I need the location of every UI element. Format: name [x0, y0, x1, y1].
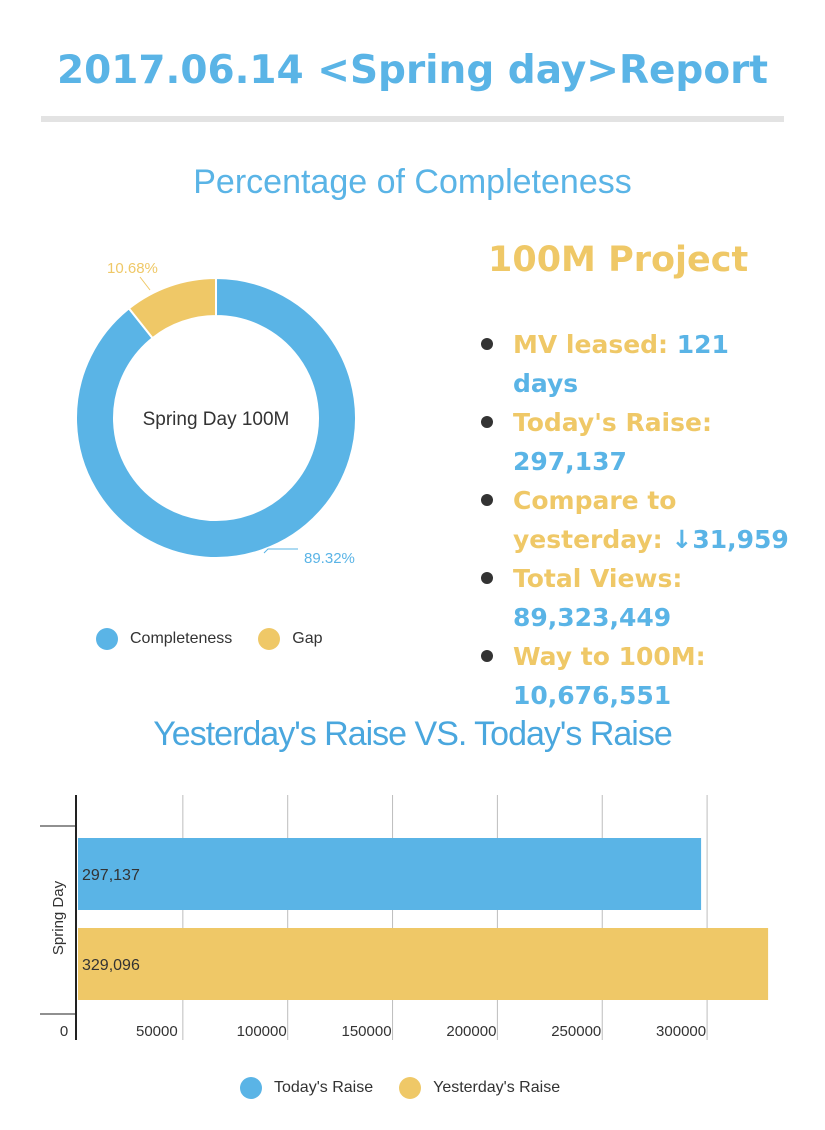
stat-way-to-100m: Way to 100M: 10,676,551 [478, 637, 798, 715]
legend-label-completeness: Completeness [130, 630, 233, 647]
title-divider [41, 116, 784, 122]
donut-label-gap: 10.68% [107, 260, 158, 277]
legend-item-gap: Gap [258, 628, 323, 650]
bullet-icon [481, 416, 493, 428]
bar-yesterdays-raise [78, 928, 769, 1000]
stat-value: 10,676,551 [513, 681, 672, 710]
stat-label: Total Views: [513, 564, 683, 593]
stat-compare-yesterday: Compare to yesterday: ↓31,959 [478, 481, 798, 559]
bullet-icon [481, 572, 493, 584]
legend-label-todays-raise: Today's Raise [274, 1079, 374, 1096]
x-tick-label: 300000 [656, 1023, 706, 1040]
x-tick-label: 50000 [136, 1023, 178, 1040]
leader-line-gap [139, 276, 151, 291]
legend-swatch-gap [258, 628, 281, 650]
bar-data-label: 297,137 [82, 867, 140, 884]
legend-swatch-yesterdays-raise [399, 1077, 422, 1099]
bullet-icon [481, 338, 493, 350]
x-tick-label: 0 [60, 1023, 68, 1040]
bar-data-label: 329,096 [82, 957, 140, 974]
stat-label: MV leased: [513, 330, 677, 359]
legend-swatch-todays-raise [240, 1077, 262, 1099]
report-title: 2017.06.14 <Spring day>Report [56, 48, 769, 93]
x-tick-label: 250000 [551, 1023, 601, 1040]
stat-value: ↓31,959 [671, 525, 789, 554]
x-tick-label: 100000 [237, 1023, 287, 1040]
bullet-icon [481, 494, 493, 506]
bar-chart-title: Yesterday's Raise VS. Today's Raise [153, 715, 673, 753]
donut-center-label: Spring Day 100M [143, 409, 290, 430]
stat-label: Today's Raise: [513, 408, 712, 437]
stat-value: 89,323,449 [513, 603, 672, 632]
stat-label: Way to 100M: [513, 642, 706, 671]
stat-total-views: Total Views: 89,323,449 [478, 559, 798, 637]
stat-todays-raise: Today's Raise: 297,137 [478, 403, 798, 481]
legend-item-completeness: Completeness [96, 628, 232, 650]
category-label: Spring Day [50, 880, 67, 955]
donut-slice-completeness [75, 276, 357, 559]
legend-item-yesterdays-raise: Yesterday's Raise [399, 1077, 560, 1099]
donut-label-completeness: 89.32% [304, 550, 355, 567]
bar-legend: Today's Raise Yesterday's Raise [240, 1077, 586, 1099]
donut-chart-title: Percentage of Completeness [193, 163, 632, 201]
legend-label-gap: Gap [292, 630, 323, 647]
project-stats-list: MV leased: 121 days Today's Raise: 297,1… [478, 325, 798, 715]
x-tick-label: 150000 [342, 1023, 392, 1040]
stat-value: 121 days [513, 330, 729, 398]
x-tick-label: 200000 [446, 1023, 496, 1040]
legend-swatch-completeness [96, 628, 118, 650]
leader-line-completeness [263, 548, 298, 554]
bullet-icon [481, 650, 493, 662]
donut-legend: Completeness Gap [96, 628, 349, 650]
project-title: 100M Project [488, 240, 749, 280]
stat-label: Compare to yesterday: [513, 486, 677, 554]
stat-value: 297,137 [513, 447, 627, 476]
donut-slice-gap [127, 276, 217, 340]
bar-todays-raise [78, 838, 702, 910]
stat-mv-leased: MV leased: 121 days [478, 325, 798, 403]
legend-label-yesterdays-raise: Yesterday's Raise [433, 1079, 561, 1096]
legend-item-todays-raise: Today's Raise [240, 1077, 373, 1099]
